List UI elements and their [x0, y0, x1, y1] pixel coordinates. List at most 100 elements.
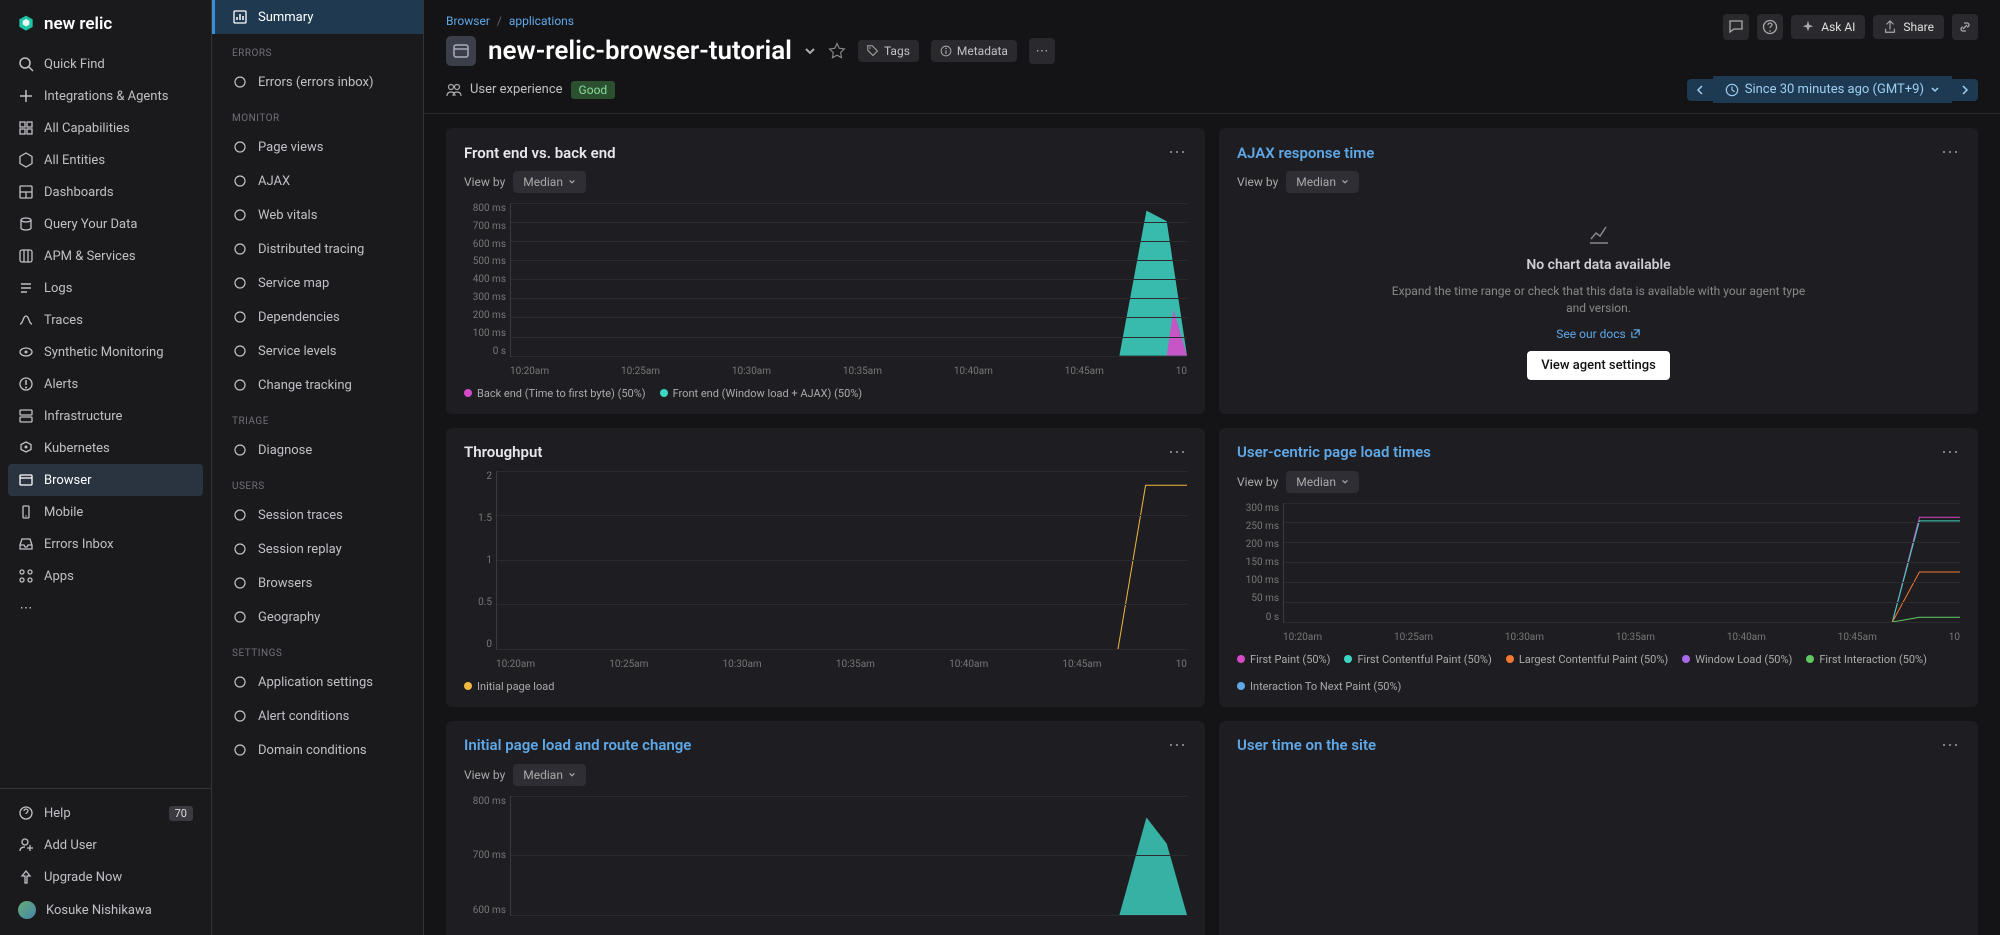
- nav-label: Logs: [44, 281, 72, 296]
- link-button[interactable]: [1952, 14, 1978, 40]
- panel-title-link[interactable]: Initial page load and route change: [464, 736, 691, 754]
- page-header: Browser / applications new-relic-browser…: [424, 0, 2000, 114]
- nav-label: Infrastructure: [44, 409, 122, 424]
- sub-item-geography[interactable]: Geography: [212, 600, 423, 634]
- nav-label: Dashboards: [44, 185, 114, 200]
- sub-nav: SummaryERRORSErrors (errors inbox)MONITO…: [212, 0, 424, 935]
- view-agent-settings-button[interactable]: View agent settings: [1527, 351, 1670, 380]
- nav-bottom-kosuke-nishikawa[interactable]: Kosuke Nishikawa: [8, 893, 203, 927]
- nav-item-apm-services[interactable]: APM & Services: [8, 240, 203, 272]
- nav-item-errors-inbox[interactable]: Errors Inbox: [8, 528, 203, 560]
- grid-icon: [18, 120, 34, 136]
- sub-item-summary[interactable]: Summary: [212, 0, 423, 34]
- title-dropdown-icon[interactable]: [804, 45, 816, 57]
- chevron-down-icon: [568, 771, 576, 779]
- nav-item-integrations-agents[interactable]: Integrations & Agents: [8, 80, 203, 112]
- sub-item-alert-conditions[interactable]: Alert conditions: [212, 699, 423, 733]
- more-header-button[interactable]: ⋯: [1029, 38, 1055, 64]
- nav-label: Mobile: [44, 505, 83, 520]
- sub-item-service-levels[interactable]: Service levels: [212, 334, 423, 368]
- alert-icon: [18, 376, 34, 392]
- legend-item: First Interaction (50%): [1806, 653, 1927, 666]
- metadata-button[interactable]: Metadata: [931, 40, 1017, 62]
- panel-more-button[interactable]: ⋯: [1168, 735, 1187, 756]
- sub-item-session-replay[interactable]: Session replay: [212, 532, 423, 566]
- main-content: Browser / applications new-relic-browser…: [424, 0, 2000, 935]
- sub-item-session-traces[interactable]: Session traces: [212, 498, 423, 532]
- nav-more[interactable]: ⋯: [8, 592, 203, 624]
- panel-throughput: Throughput ⋯ 21.510.50 10:20am10:25am10:…: [446, 428, 1205, 707]
- logo[interactable]: new relic: [0, 0, 211, 48]
- sub-item-dependencies[interactable]: Dependencies: [212, 300, 423, 334]
- help-icon: [18, 805, 34, 821]
- nav-item-all-entities[interactable]: All Entities: [8, 144, 203, 176]
- nav-bottom-help[interactable]: Help70: [8, 797, 203, 829]
- dash-icon: [18, 184, 34, 200]
- nav-item-quick-find[interactable]: Quick Find: [8, 48, 203, 80]
- nav-item-browser[interactable]: Browser: [8, 464, 203, 496]
- sub-item-application-settings[interactable]: Application settings: [212, 665, 423, 699]
- panel-more-button[interactable]: ⋯: [1941, 142, 1960, 163]
- breadcrumb-browser[interactable]: Browser: [446, 14, 490, 28]
- time-prev-button[interactable]: [1687, 79, 1713, 101]
- nav-item-query-your-data[interactable]: Query Your Data: [8, 208, 203, 240]
- median-dropdown[interactable]: Median: [1286, 471, 1359, 493]
- median-dropdown[interactable]: Median: [1286, 171, 1359, 193]
- sub-item-browsers[interactable]: Browsers: [212, 566, 423, 600]
- panel-title-link[interactable]: AJAX response time: [1237, 144, 1374, 162]
- nav-item-all-capabilities[interactable]: All Capabilities: [8, 112, 203, 144]
- ask-ai-button[interactable]: Ask AI: [1791, 15, 1865, 39]
- tags-button[interactable]: Tags: [858, 40, 919, 62]
- panel-more-button[interactable]: ⋯: [1168, 442, 1187, 463]
- help-header-button[interactable]: [1757, 14, 1783, 40]
- breadcrumb: Browser / applications: [446, 14, 1055, 28]
- nav-item-traces[interactable]: Traces: [8, 304, 203, 336]
- nav-item-mobile[interactable]: Mobile: [8, 496, 203, 528]
- nav-item-logs[interactable]: Logs: [8, 272, 203, 304]
- sub-item-change-tracking[interactable]: Change tracking: [212, 368, 423, 402]
- sub-item-page-views[interactable]: Page views: [212, 130, 423, 164]
- nav-item-alerts[interactable]: Alerts: [8, 368, 203, 400]
- nav-item-dashboards[interactable]: Dashboards: [8, 176, 203, 208]
- nav-item-apps[interactable]: Apps: [8, 560, 203, 592]
- sub-item-distributed-tracing[interactable]: Distributed tracing: [212, 232, 423, 266]
- sub-item-service-map[interactable]: Service map: [212, 266, 423, 300]
- time-range-button[interactable]: Since 30 minutes ago (GMT+9): [1713, 76, 1952, 103]
- share-button[interactable]: Share: [1873, 15, 1944, 39]
- item-icon: [232, 507, 248, 523]
- nav-label: All Entities: [44, 153, 105, 168]
- legend-dot: [464, 389, 472, 397]
- panel-title-link[interactable]: User-centric page load times: [1237, 443, 1431, 461]
- panel-title: Front end vs. back end: [464, 144, 616, 162]
- median-dropdown[interactable]: Median: [513, 171, 586, 193]
- comment-button[interactable]: [1723, 14, 1749, 40]
- grid2-icon: [18, 248, 34, 264]
- star-icon[interactable]: [828, 42, 846, 60]
- nav-item-kubernetes[interactable]: Kubernetes: [8, 432, 203, 464]
- adduser-icon: [18, 837, 34, 853]
- sub-item-ajax[interactable]: AJAX: [212, 164, 423, 198]
- sub-item-web-vitals[interactable]: Web vitals: [212, 198, 423, 232]
- panel-more-button[interactable]: ⋯: [1941, 442, 1960, 463]
- median-dropdown[interactable]: Median: [513, 764, 586, 786]
- logo-text: new relic: [44, 14, 112, 34]
- panel-title-link[interactable]: User time on the site: [1237, 736, 1376, 754]
- link-icon: [1957, 19, 1973, 35]
- main-nav: new relic Quick FindIntegrations & Agent…: [0, 0, 212, 935]
- sub-item-domain-conditions[interactable]: Domain conditions: [212, 733, 423, 767]
- panel-more-button[interactable]: ⋯: [1168, 142, 1187, 163]
- empty-title: No chart data available: [1526, 257, 1670, 273]
- time-next-button[interactable]: [1952, 79, 1978, 101]
- docs-link[interactable]: See our docs: [1556, 327, 1640, 341]
- panel-more-button[interactable]: ⋯: [1941, 735, 1960, 756]
- nav-bottom-upgrade-now[interactable]: Upgrade Now: [8, 861, 203, 893]
- breadcrumb-applications[interactable]: applications: [509, 14, 574, 28]
- nav-item-synthetic-monitoring[interactable]: Synthetic Monitoring: [8, 336, 203, 368]
- user-experience-label: User experience Good: [446, 81, 615, 99]
- nav-item-infrastructure[interactable]: Infrastructure: [8, 400, 203, 432]
- nav-label: Kubernetes: [44, 441, 110, 456]
- nav-bottom-add-user[interactable]: Add User: [8, 829, 203, 861]
- panel-initial-page-load: Initial page load and route change ⋯ Vie…: [446, 721, 1205, 935]
- sub-item-diagnose[interactable]: Diagnose: [212, 433, 423, 467]
- sub-item-errors-errors-inbox-[interactable]: Errors (errors inbox): [212, 65, 423, 99]
